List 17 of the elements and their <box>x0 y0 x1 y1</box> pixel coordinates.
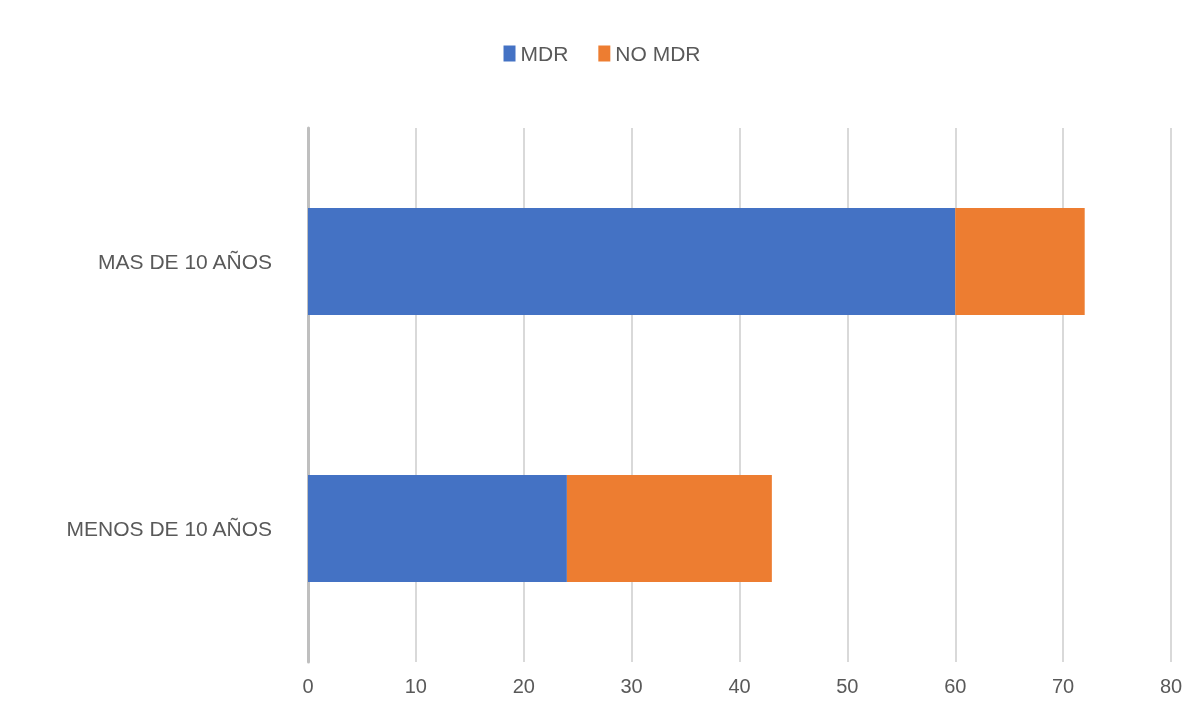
x-tick-label: 0 <box>302 675 314 697</box>
x-tick-label: 70 <box>1052 675 1075 697</box>
x-tick-label: 50 <box>836 675 859 697</box>
legend-label: NO MDR <box>615 42 701 65</box>
bar <box>955 208 1085 315</box>
bar <box>566 475 772 582</box>
x-tick-label: 80 <box>1159 675 1183 697</box>
x-tick-label: 10 <box>404 675 427 697</box>
bar <box>308 475 567 582</box>
y-tick-label: MAS DE 10 AÑOS <box>98 250 272 273</box>
x-tick-label: 20 <box>512 675 535 697</box>
x-tick-label: 60 <box>944 675 967 697</box>
bar <box>308 208 956 315</box>
x-tick-label: 40 <box>728 675 751 697</box>
legend-label: MDR <box>520 42 569 65</box>
y-tick-label: MENOS DE 10 AÑOS <box>66 517 272 540</box>
x-tick-label: 30 <box>620 675 643 697</box>
